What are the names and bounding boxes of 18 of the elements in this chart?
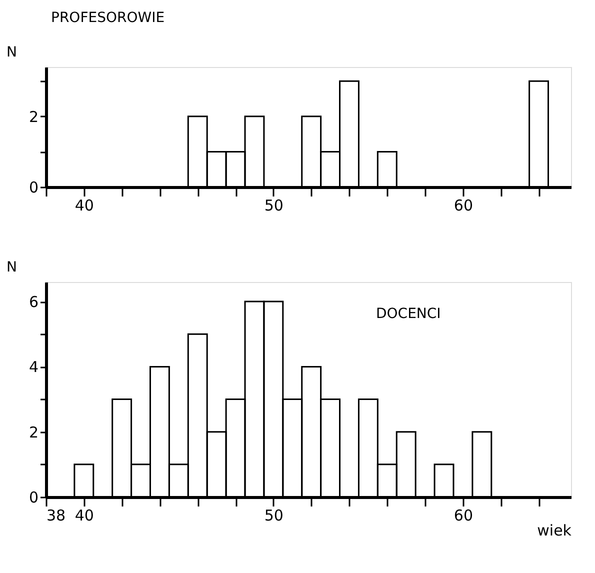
x-axis-title: wiek bbox=[537, 522, 572, 540]
y-tick-label: 0 bbox=[28, 178, 38, 196]
x-tick-label: 40 bbox=[74, 506, 94, 524]
x-tick-label: 60 bbox=[454, 506, 474, 524]
y-tick-label: 4 bbox=[28, 358, 38, 376]
x-tick-label: 60 bbox=[454, 196, 474, 214]
x-tick-label: 50 bbox=[264, 506, 284, 524]
x-tick-label: 40 bbox=[74, 196, 94, 214]
text: DOCENCI bbox=[376, 306, 441, 322]
y-tick-label: 2 bbox=[28, 423, 38, 442]
y-tick-label: 2 bbox=[28, 108, 38, 126]
y-axis-title: N bbox=[6, 44, 17, 60]
x-tick-label: 38 bbox=[46, 506, 66, 524]
y-axis-title: N bbox=[6, 260, 17, 276]
y-tick-label: 6 bbox=[28, 293, 38, 312]
y-tick-label: 0 bbox=[28, 488, 38, 506]
chart-title: PROFESOROWIE bbox=[51, 10, 165, 26]
x-tick-label: 50 bbox=[264, 196, 284, 214]
